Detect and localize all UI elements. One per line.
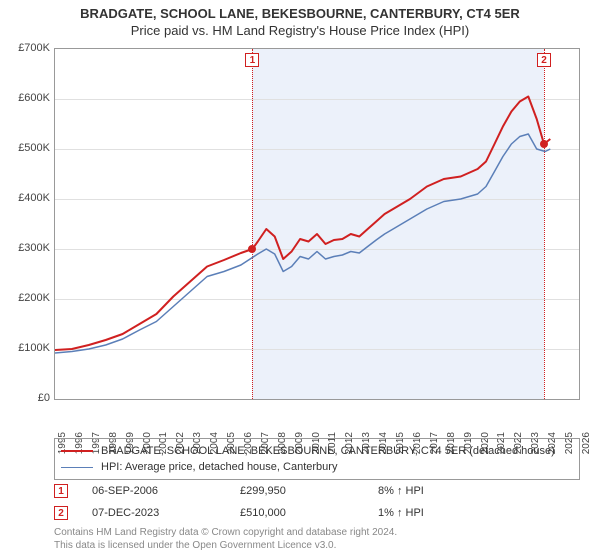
legend-swatch-red [61,450,93,452]
legend-item-blue: HPI: Average price, detached house, Cant… [61,459,573,475]
chart-container: BRADGATE, SCHOOL LANE, BEKESBOURNE, CANT… [0,0,600,560]
y-tick-label: £500K [6,142,50,154]
footer: Contains HM Land Registry data © Crown c… [54,526,397,552]
marker-2-date: 07-DEC-2023 [92,507,240,519]
series-red [55,97,550,351]
footer-line1: Contains HM Land Registry data © Crown c… [54,526,397,539]
y-tick-label: £400K [6,192,50,204]
y-tick-label: £600K [6,92,50,104]
marker-1-price: £299,950 [240,485,378,497]
marker-table: 1 06-SEP-2006 £299,950 8% ↑ HPI 2 07-DEC… [54,480,580,524]
legend-item-red: BRADGATE, SCHOOL LANE, BEKESBOURNE, CANT… [61,443,573,459]
data-point-2 [540,140,548,148]
chart-subtitle: Price paid vs. HM Land Registry's House … [0,21,600,42]
chart-title: BRADGATE, SCHOOL LANE, BEKESBOURNE, CANT… [0,0,600,21]
y-tick-label: £200K [6,292,50,304]
marker-box-2: 2 [537,53,551,67]
marker-2-delta: 1% ↑ HPI [378,507,452,519]
series-blue [55,134,550,353]
legend-label-red: BRADGATE, SCHOOL LANE, BEKESBOURNE, CANT… [101,445,555,457]
marker-2-price: £510,000 [240,507,378,519]
legend-swatch-blue [61,467,93,468]
marker-box-1-icon: 1 [54,484,68,498]
y-tick-label: £100K [6,342,50,354]
marker-box-2-icon: 2 [54,506,68,520]
data-point-1 [248,245,256,253]
marker-1-delta: 8% ↑ HPI [378,485,452,497]
series-lines [55,49,579,399]
y-tick-label: £300K [6,242,50,254]
plot-area: 12 [54,48,580,400]
y-tick-label: £700K [6,42,50,54]
marker-row-1: 1 06-SEP-2006 £299,950 8% ↑ HPI [54,480,580,502]
legend-label-blue: HPI: Average price, detached house, Cant… [101,461,337,473]
marker-box-1: 1 [245,53,259,67]
y-tick-label: £0 [6,392,50,404]
x-tick-label: 2026 [581,432,592,454]
legend: BRADGATE, SCHOOL LANE, BEKESBOURNE, CANT… [54,438,580,480]
marker-1-date: 06-SEP-2006 [92,485,240,497]
footer-line2: This data is licensed under the Open Gov… [54,539,397,552]
marker-row-2: 2 07-DEC-2023 £510,000 1% ↑ HPI [54,502,580,524]
